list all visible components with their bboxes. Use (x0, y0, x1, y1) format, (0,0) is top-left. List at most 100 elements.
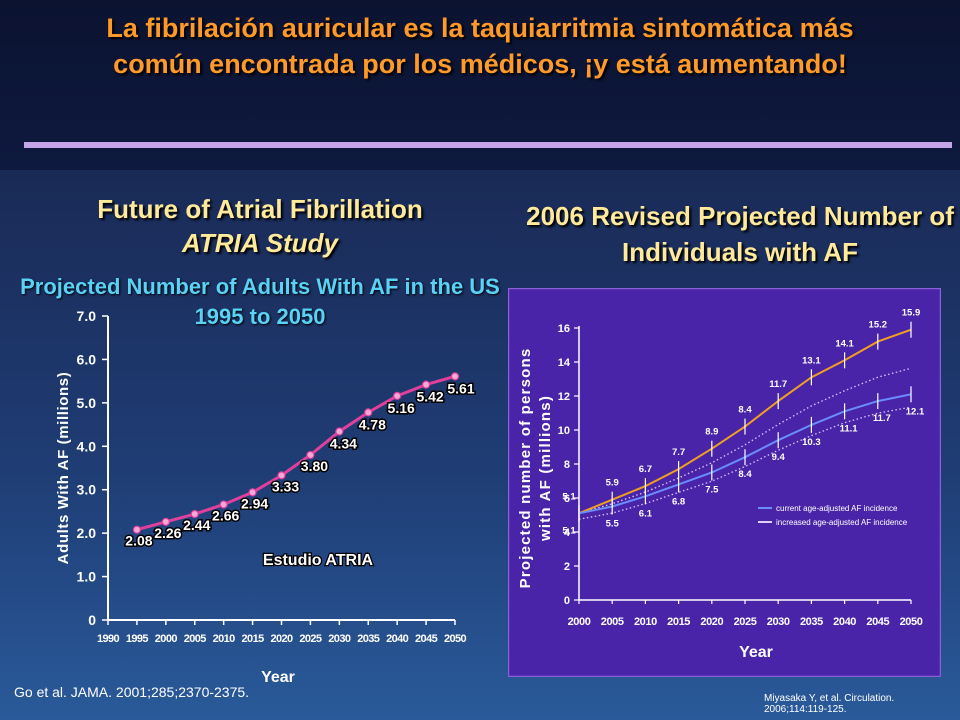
right-chart-background (508, 288, 941, 677)
left-subtitle: Projected Number of Adults With AF in th… (0, 272, 520, 332)
left-x-tick-label: 2045 (415, 633, 438, 645)
left-x-tick-label: 1995 (126, 633, 149, 645)
right-current-data-label: 12.1 (906, 406, 925, 417)
slide-title-line1: La fibrilación auricular es la taquiarri… (106, 13, 854, 43)
right-y-axis-title-line1: Projected number of persons (517, 348, 534, 589)
right-increased-data-label: 15.9 (902, 308, 921, 319)
left-data-label: 2.44 (183, 517, 210, 533)
left-x-tick-label: 2025 (299, 633, 322, 645)
right-increased-data-label: 11.7 (769, 379, 787, 390)
left-data-label: 2.08 (125, 533, 152, 549)
right-x-tick-label: 2010 (634, 616, 657, 628)
right-lower-band-line (578, 406, 912, 520)
left-x-tick-label: 2000 (155, 633, 178, 645)
left-data-point (335, 427, 344, 436)
left-data-point (277, 471, 286, 480)
right-y-axis-title-line2: with AF (millions) (537, 395, 554, 542)
right-increased-data-label: 8.4 (738, 405, 752, 416)
left-x-tick-label: 2005 (184, 633, 207, 645)
left-x-tick-label: 2050 (444, 633, 467, 645)
right-increased-data-label: 13.1 (802, 355, 821, 366)
right-current-data-label: 11.7 (873, 413, 891, 424)
left-citation: Go et al. JAMA. 2001;285;2370-2375. (14, 684, 250, 700)
left-x-tick-label: 2035 (357, 633, 380, 645)
right-y-tick-label: 14 (558, 357, 571, 369)
right-y-tick-label: 8 (564, 459, 570, 471)
right-legend-increased-label: increased age-adjusted AF incidence (776, 518, 908, 527)
left-data-label: 4.34 (330, 436, 357, 452)
right-current-data-label: 11.1 (840, 423, 859, 434)
left-series-line (136, 374, 456, 532)
right-y-tick-label: 10 (558, 425, 570, 437)
left-data-label: 2.26 (154, 525, 181, 541)
right-x-tick-label: 2000 (568, 616, 591, 628)
left-y-tick-label: 2.0 (77, 525, 97, 541)
left-y-tick-label: 0 (88, 612, 96, 628)
left-subtitle-line1: Projected Number of Adults With AF in th… (20, 274, 500, 299)
right-y-tick-label: 2 (564, 561, 570, 573)
left-data-point (306, 450, 315, 460)
left-x-tick-label: 1990 (97, 633, 120, 645)
right-x-tick-label: 2015 (667, 616, 690, 628)
right-current-data-label: 8.4 (738, 469, 752, 480)
right-current-data-label: 10.3 (802, 437, 821, 448)
left-subtitle-line2: 1995 to 2050 (194, 304, 326, 329)
left-x-tick-label: 2040 (386, 633, 409, 645)
left-data-label: 2.66 (212, 507, 239, 523)
left-data-label: 5.42 (416, 389, 443, 405)
left-x-tick-label: 2030 (328, 633, 351, 645)
left-data-label: 3.33 (272, 478, 299, 494)
right-current-data-label: 5.5 (606, 519, 620, 530)
left-data-point (450, 372, 460, 381)
left-x-tick-label: 2010 (213, 633, 236, 645)
left-x-tick-label: 2015 (242, 633, 265, 645)
left-data-point (421, 380, 431, 389)
left-annotation: Estudio ATRIA (263, 552, 374, 569)
right-increased-data-label: 14.1 (835, 338, 854, 349)
left-y-tick-label: 1.0 (77, 569, 97, 585)
slide-title-line2: común encontrada por los médicos, ¡y est… (113, 49, 847, 79)
right-heading-line2: Individuals with AF (622, 237, 858, 267)
left-y-tick-label: 4.0 (77, 438, 97, 454)
right-x-tick-label: 2040 (833, 616, 856, 628)
left-chart: 0 1.0 2.0 3.0 4.0 5.0 6.0 7.0 1990 1995 2000 2005 20… (55, 308, 476, 686)
right-heading: 2006 Revised Projected Number of Individ… (520, 198, 960, 270)
left-data-label: 2.94 (241, 495, 268, 511)
right-x-tick-label: 2025 (734, 616, 757, 628)
right-x-tick-label: 2030 (767, 616, 790, 628)
left-data-point (190, 509, 199, 519)
right-upper-band-line (578, 367, 912, 514)
right-y-tick-label: 0 (564, 595, 570, 607)
right-x-tick-label: 2005 (601, 616, 624, 628)
title-divider (24, 142, 952, 148)
right-increased-data-label: 15.2 (869, 320, 888, 331)
right-current-data-label: 7.5 (705, 485, 719, 496)
right-x-tick-label: 2035 (800, 616, 823, 628)
right-increased-data-label: 6.7 (639, 464, 652, 475)
right-current-data-label: 6.1 (639, 508, 653, 519)
slide-title: La fibrilación auricular es la taquiarri… (0, 10, 960, 82)
right-current-data-label: 6.8 (672, 496, 685, 507)
right-increased-data-label: 7.7 (672, 447, 685, 458)
right-legend-current-label: current age-adjusted AF incidence (776, 504, 898, 513)
left-data-point (219, 500, 228, 509)
left-heading-line1: Future of Atrial Fibrillation (97, 194, 423, 224)
right-current-data-label: 9.4 (772, 452, 786, 463)
right-x-axis-title: Year (739, 644, 773, 661)
left-data-label: 3.80 (301, 458, 328, 474)
left-data-label: 5.16 (388, 400, 415, 416)
left-y-tick-label: 5.0 (77, 395, 97, 411)
left-data-label: 4.78 (359, 416, 386, 432)
left-y-tick-label: 7.0 (77, 308, 97, 324)
left-heading-line2: ATRIA Study (182, 228, 338, 258)
right-x-tick-label: 2045 (866, 616, 889, 628)
left-data-point (132, 525, 142, 534)
left-y-tick-label: 3.0 (77, 482, 97, 498)
right-y-tick-label: 16 (558, 323, 570, 335)
left-data-point (364, 408, 373, 417)
right-x-tick-label: 2020 (700, 616, 723, 628)
left-data-point (161, 517, 170, 526)
left-data-point (393, 391, 402, 401)
right-y-tick-label: 6 (564, 493, 570, 505)
right-x-tick-label: 2050 (900, 616, 923, 628)
